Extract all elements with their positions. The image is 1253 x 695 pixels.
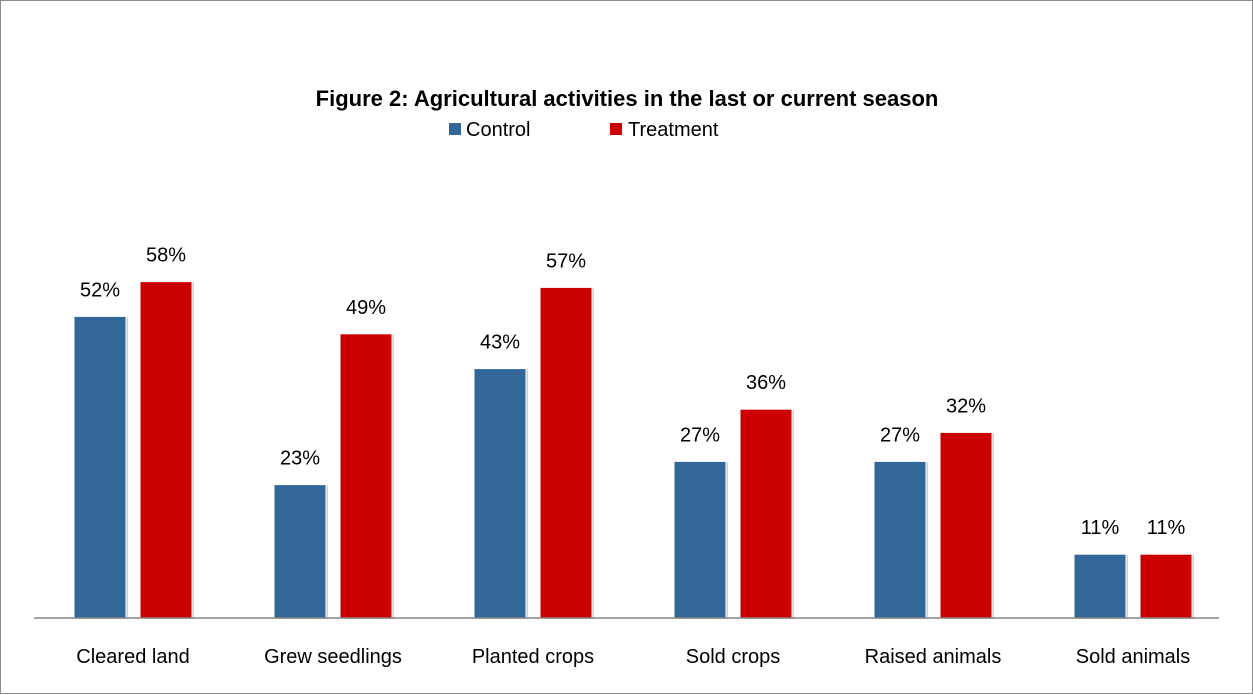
data-label-control-grew-seedlings: 23% xyxy=(280,448,320,470)
bar-control-sold-animals xyxy=(1073,553,1127,619)
data-label-control-sold-crops: 27% xyxy=(680,424,720,446)
bar-control-cleared-land xyxy=(73,315,127,619)
legend-label-control: Control xyxy=(466,119,530,141)
data-label-treatment-sold-crops: 36% xyxy=(746,372,786,394)
legend-swatch-treatment xyxy=(610,123,622,135)
data-labels-group: 52% 58% 23% 49% 43% 57% 27% 36% 27% 32% 11% 11% xyxy=(80,245,1186,540)
category-labels-group: Cleared land Grew seedlings Planted crops S… xyxy=(76,646,1190,668)
bars-group xyxy=(73,281,1194,619)
bar-treatment-sold-crops xyxy=(739,408,793,619)
data-label-control-raised-animals: 27% xyxy=(880,424,920,446)
category-label-cleared-land: Cleared land xyxy=(76,646,189,668)
bar-control-sold-crops xyxy=(673,460,727,619)
chart-title: Figure 2: Agricultural activities in the… xyxy=(316,86,939,111)
data-label-treatment-sold-animals: 11% xyxy=(1147,517,1186,539)
legend: Control Treatment xyxy=(449,119,719,141)
bar-treatment-sold-animals xyxy=(1139,553,1193,619)
bar-treatment-grew-seedlings xyxy=(339,333,393,619)
data-label-control-cleared-land: 52% xyxy=(80,279,120,301)
legend-swatch-control xyxy=(449,123,461,135)
legend-label-treatment: Treatment xyxy=(628,119,719,141)
category-label-planted-crops: Planted crops xyxy=(472,646,594,668)
data-label-treatment-planted-crops: 57% xyxy=(546,250,586,272)
data-label-control-sold-animals: 11% xyxy=(1081,517,1120,539)
bar-control-planted-crops xyxy=(473,368,527,619)
bar-treatment-planted-crops xyxy=(539,286,593,619)
data-label-treatment-cleared-land: 58% xyxy=(146,245,186,267)
data-label-control-planted-crops: 43% xyxy=(480,332,520,354)
category-label-raised-animals: Raised animals xyxy=(865,646,1002,668)
data-label-treatment-raised-animals: 32% xyxy=(946,395,986,417)
data-label-treatment-grew-seedlings: 49% xyxy=(346,297,386,319)
bar-control-raised-animals xyxy=(873,460,927,619)
bar-treatment-raised-animals xyxy=(939,431,993,619)
category-label-sold-animals: Sold animals xyxy=(1076,646,1191,668)
category-label-grew-seedlings: Grew seedlings xyxy=(264,646,402,668)
category-label-sold-crops: Sold crops xyxy=(686,646,781,668)
bar-treatment-cleared-land xyxy=(139,281,193,619)
bar-control-grew-seedlings xyxy=(273,484,327,619)
